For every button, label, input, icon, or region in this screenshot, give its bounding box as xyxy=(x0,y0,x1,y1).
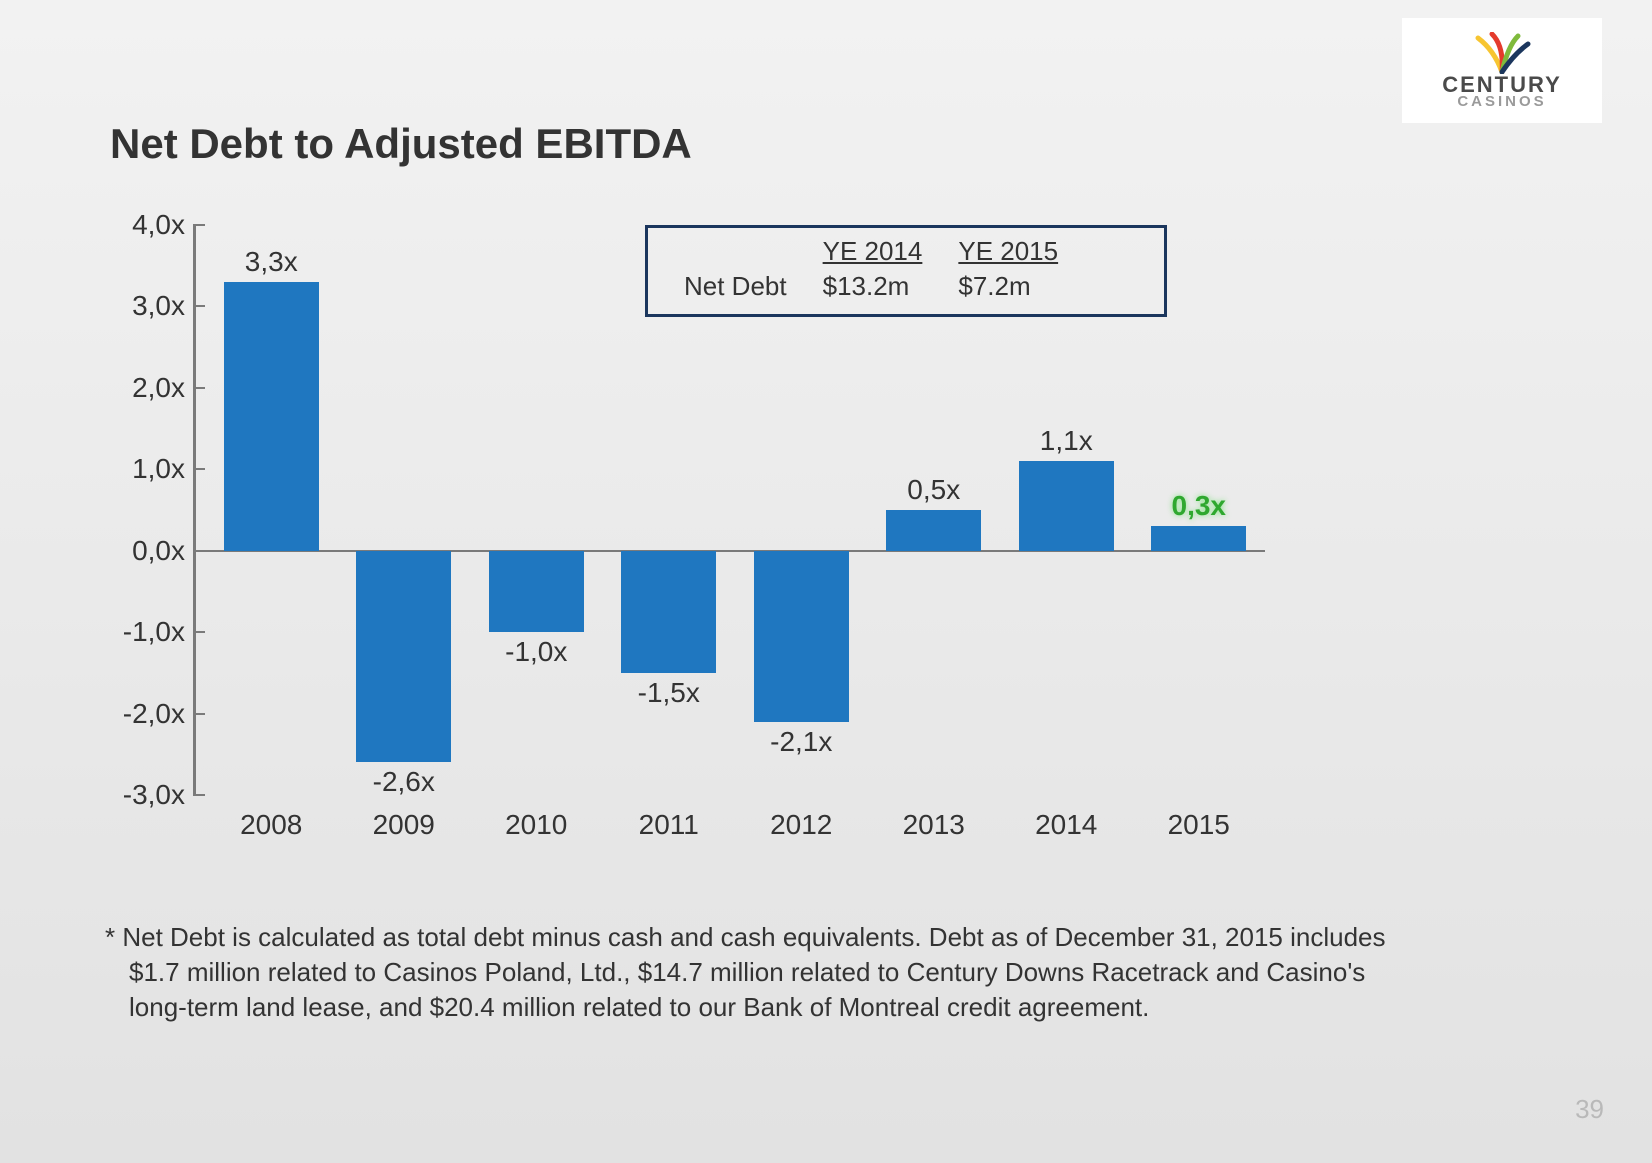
y-tick xyxy=(193,550,205,552)
bar xyxy=(886,510,981,551)
x-tick-label: 2012 xyxy=(736,809,866,841)
y-tick-label: 1,0x xyxy=(132,453,185,485)
y-tick xyxy=(193,305,205,307)
x-tick-label: 2010 xyxy=(471,809,601,841)
y-tick-label: 4,0x xyxy=(132,209,185,241)
y-tick-label: -2,0x xyxy=(123,698,185,730)
bar xyxy=(754,551,849,722)
bar xyxy=(1019,461,1114,551)
footnote: * Net Debt is calculated as total debt m… xyxy=(105,920,1415,1025)
x-tick-label: 2015 xyxy=(1134,809,1264,841)
y-tick xyxy=(193,713,205,715)
net-debt-legend-box: YE 2014 YE 2015 Net Debt $13.2m $7.2m xyxy=(645,225,1167,317)
y-tick xyxy=(193,794,205,796)
legend-table: YE 2014 YE 2015 Net Debt $13.2m $7.2m xyxy=(666,234,1076,304)
y-tick-label: 0,0x xyxy=(132,535,185,567)
y-tick-label: 3,0x xyxy=(132,290,185,322)
legend-row-label: Net Debt xyxy=(666,269,805,304)
legend-header-1: YE 2014 xyxy=(805,234,941,269)
x-tick-label: 2008 xyxy=(206,809,336,841)
y-tick xyxy=(193,468,205,470)
bar xyxy=(356,551,451,763)
x-tick-label: 2013 xyxy=(869,809,999,841)
y-tick xyxy=(193,224,205,226)
legend-header-2: YE 2015 xyxy=(940,234,1076,269)
company-logo: CENTURY CASINOS xyxy=(1402,18,1602,123)
logo-text-sub: CASINOS xyxy=(1457,94,1546,109)
page-title: Net Debt to Adjusted EBITDA xyxy=(110,120,692,168)
bar xyxy=(489,551,584,632)
net-debt-ebitda-chart: -3,0x-2,0x-1,0x0,0x1,0x2,0x3,0x4,0x3,3x2… xyxy=(105,225,1305,865)
y-tick-label: 2,0x xyxy=(132,372,185,404)
bar-value-label: 0,3x xyxy=(1134,490,1264,522)
y-axis xyxy=(193,225,196,795)
x-tick-label: 2014 xyxy=(1001,809,1131,841)
bar-value-label: -2,6x xyxy=(339,766,469,798)
y-tick-label: -1,0x xyxy=(123,616,185,648)
bar-value-label: -1,5x xyxy=(604,677,734,709)
y-tick xyxy=(193,631,205,633)
bar-value-label: -1,0x xyxy=(471,636,601,668)
y-tick xyxy=(193,387,205,389)
legend-value-2: $7.2m xyxy=(940,269,1076,304)
x-tick-label: 2009 xyxy=(339,809,469,841)
bar-value-label: 1,1x xyxy=(1001,425,1131,457)
legend-value-1: $13.2m xyxy=(805,269,941,304)
logo-burst-icon xyxy=(1472,32,1532,74)
bar xyxy=(1151,526,1246,550)
x-tick-label: 2011 xyxy=(604,809,734,841)
bar-value-label: 3,3x xyxy=(206,246,336,278)
bar xyxy=(224,282,319,551)
logo-text-main: CENTURY xyxy=(1442,76,1562,94)
bar-value-label: -2,1x xyxy=(736,726,866,758)
y-tick-label: -3,0x xyxy=(123,779,185,811)
page-number: 39 xyxy=(1575,1094,1604,1125)
bar-value-label: 0,5x xyxy=(869,474,999,506)
bar xyxy=(621,551,716,673)
